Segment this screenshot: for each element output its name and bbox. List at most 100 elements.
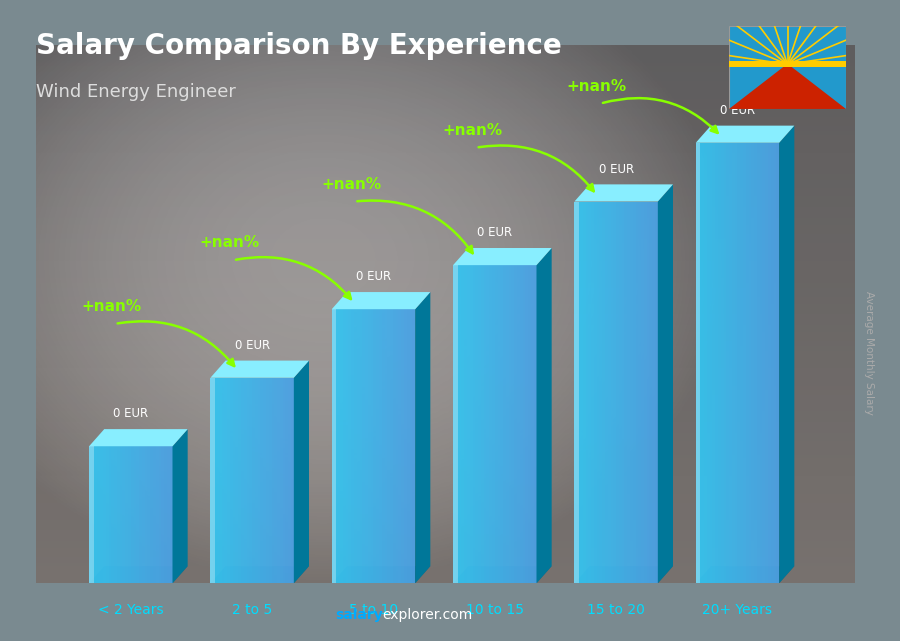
Polygon shape — [619, 201, 622, 583]
Polygon shape — [130, 446, 133, 583]
Polygon shape — [128, 446, 130, 583]
Polygon shape — [233, 378, 236, 583]
Polygon shape — [404, 309, 407, 583]
Polygon shape — [734, 143, 737, 583]
Polygon shape — [161, 446, 164, 583]
Polygon shape — [574, 201, 579, 583]
Polygon shape — [371, 309, 373, 583]
Polygon shape — [577, 201, 580, 583]
Text: 10 to 15: 10 to 15 — [466, 603, 524, 617]
Polygon shape — [627, 201, 630, 583]
Polygon shape — [255, 378, 257, 583]
Polygon shape — [133, 446, 137, 583]
Polygon shape — [112, 446, 114, 583]
Polygon shape — [526, 265, 528, 583]
Polygon shape — [125, 446, 128, 583]
Polygon shape — [574, 201, 577, 583]
Polygon shape — [412, 309, 415, 583]
Polygon shape — [650, 201, 652, 583]
Polygon shape — [213, 378, 216, 583]
Text: salary: salary — [335, 608, 382, 622]
FancyArrowPatch shape — [118, 321, 234, 366]
Polygon shape — [599, 201, 602, 583]
Text: 2 to 5: 2 to 5 — [232, 603, 272, 617]
Polygon shape — [114, 446, 117, 583]
Polygon shape — [277, 378, 280, 583]
Polygon shape — [696, 566, 795, 583]
Polygon shape — [257, 378, 260, 583]
Polygon shape — [740, 143, 743, 583]
Polygon shape — [713, 143, 716, 583]
Polygon shape — [332, 566, 430, 583]
Polygon shape — [486, 265, 490, 583]
Polygon shape — [274, 378, 277, 583]
Polygon shape — [401, 309, 404, 583]
Polygon shape — [211, 361, 309, 378]
Polygon shape — [272, 378, 274, 583]
Polygon shape — [706, 143, 710, 583]
Polygon shape — [346, 309, 348, 583]
Polygon shape — [94, 446, 97, 583]
Polygon shape — [768, 143, 770, 583]
Polygon shape — [475, 265, 478, 583]
Polygon shape — [531, 265, 534, 583]
Polygon shape — [164, 446, 166, 583]
Polygon shape — [503, 265, 506, 583]
Polygon shape — [638, 201, 641, 583]
Polygon shape — [470, 265, 472, 583]
Polygon shape — [340, 309, 343, 583]
Polygon shape — [224, 378, 227, 583]
Polygon shape — [523, 265, 526, 583]
Polygon shape — [145, 446, 148, 583]
Polygon shape — [117, 446, 120, 583]
Polygon shape — [500, 265, 503, 583]
Polygon shape — [459, 265, 462, 583]
Polygon shape — [464, 265, 467, 583]
Polygon shape — [625, 201, 627, 583]
Polygon shape — [462, 265, 464, 583]
Polygon shape — [260, 378, 263, 583]
Polygon shape — [453, 265, 457, 583]
Polygon shape — [622, 201, 625, 583]
Polygon shape — [360, 309, 363, 583]
Polygon shape — [89, 566, 188, 583]
Polygon shape — [97, 446, 100, 583]
Polygon shape — [230, 378, 233, 583]
Polygon shape — [608, 201, 610, 583]
Polygon shape — [106, 446, 109, 583]
Polygon shape — [283, 378, 285, 583]
Polygon shape — [244, 378, 247, 583]
Polygon shape — [291, 378, 293, 583]
Polygon shape — [580, 201, 583, 583]
Polygon shape — [348, 309, 351, 583]
Polygon shape — [158, 446, 161, 583]
FancyArrowPatch shape — [357, 201, 472, 253]
Polygon shape — [481, 265, 483, 583]
Polygon shape — [514, 265, 517, 583]
Text: Average Monthly Salary: Average Monthly Salary — [863, 290, 874, 415]
Polygon shape — [718, 143, 721, 583]
Polygon shape — [490, 265, 492, 583]
Polygon shape — [506, 265, 508, 583]
Polygon shape — [332, 292, 430, 309]
Polygon shape — [696, 126, 795, 143]
Text: 0 EUR: 0 EUR — [235, 339, 270, 352]
Polygon shape — [343, 309, 346, 583]
Polygon shape — [100, 446, 103, 583]
Polygon shape — [351, 309, 354, 583]
Polygon shape — [332, 309, 335, 583]
Polygon shape — [492, 265, 495, 583]
Polygon shape — [338, 309, 340, 583]
Polygon shape — [335, 309, 338, 583]
Polygon shape — [597, 201, 599, 583]
Polygon shape — [219, 378, 221, 583]
Text: 0 EUR: 0 EUR — [477, 226, 512, 239]
Polygon shape — [269, 378, 272, 583]
Polygon shape — [586, 201, 589, 583]
Polygon shape — [528, 265, 531, 583]
Polygon shape — [641, 201, 644, 583]
Polygon shape — [89, 429, 188, 446]
Polygon shape — [390, 309, 393, 583]
Polygon shape — [583, 201, 586, 583]
FancyArrowPatch shape — [479, 146, 594, 191]
